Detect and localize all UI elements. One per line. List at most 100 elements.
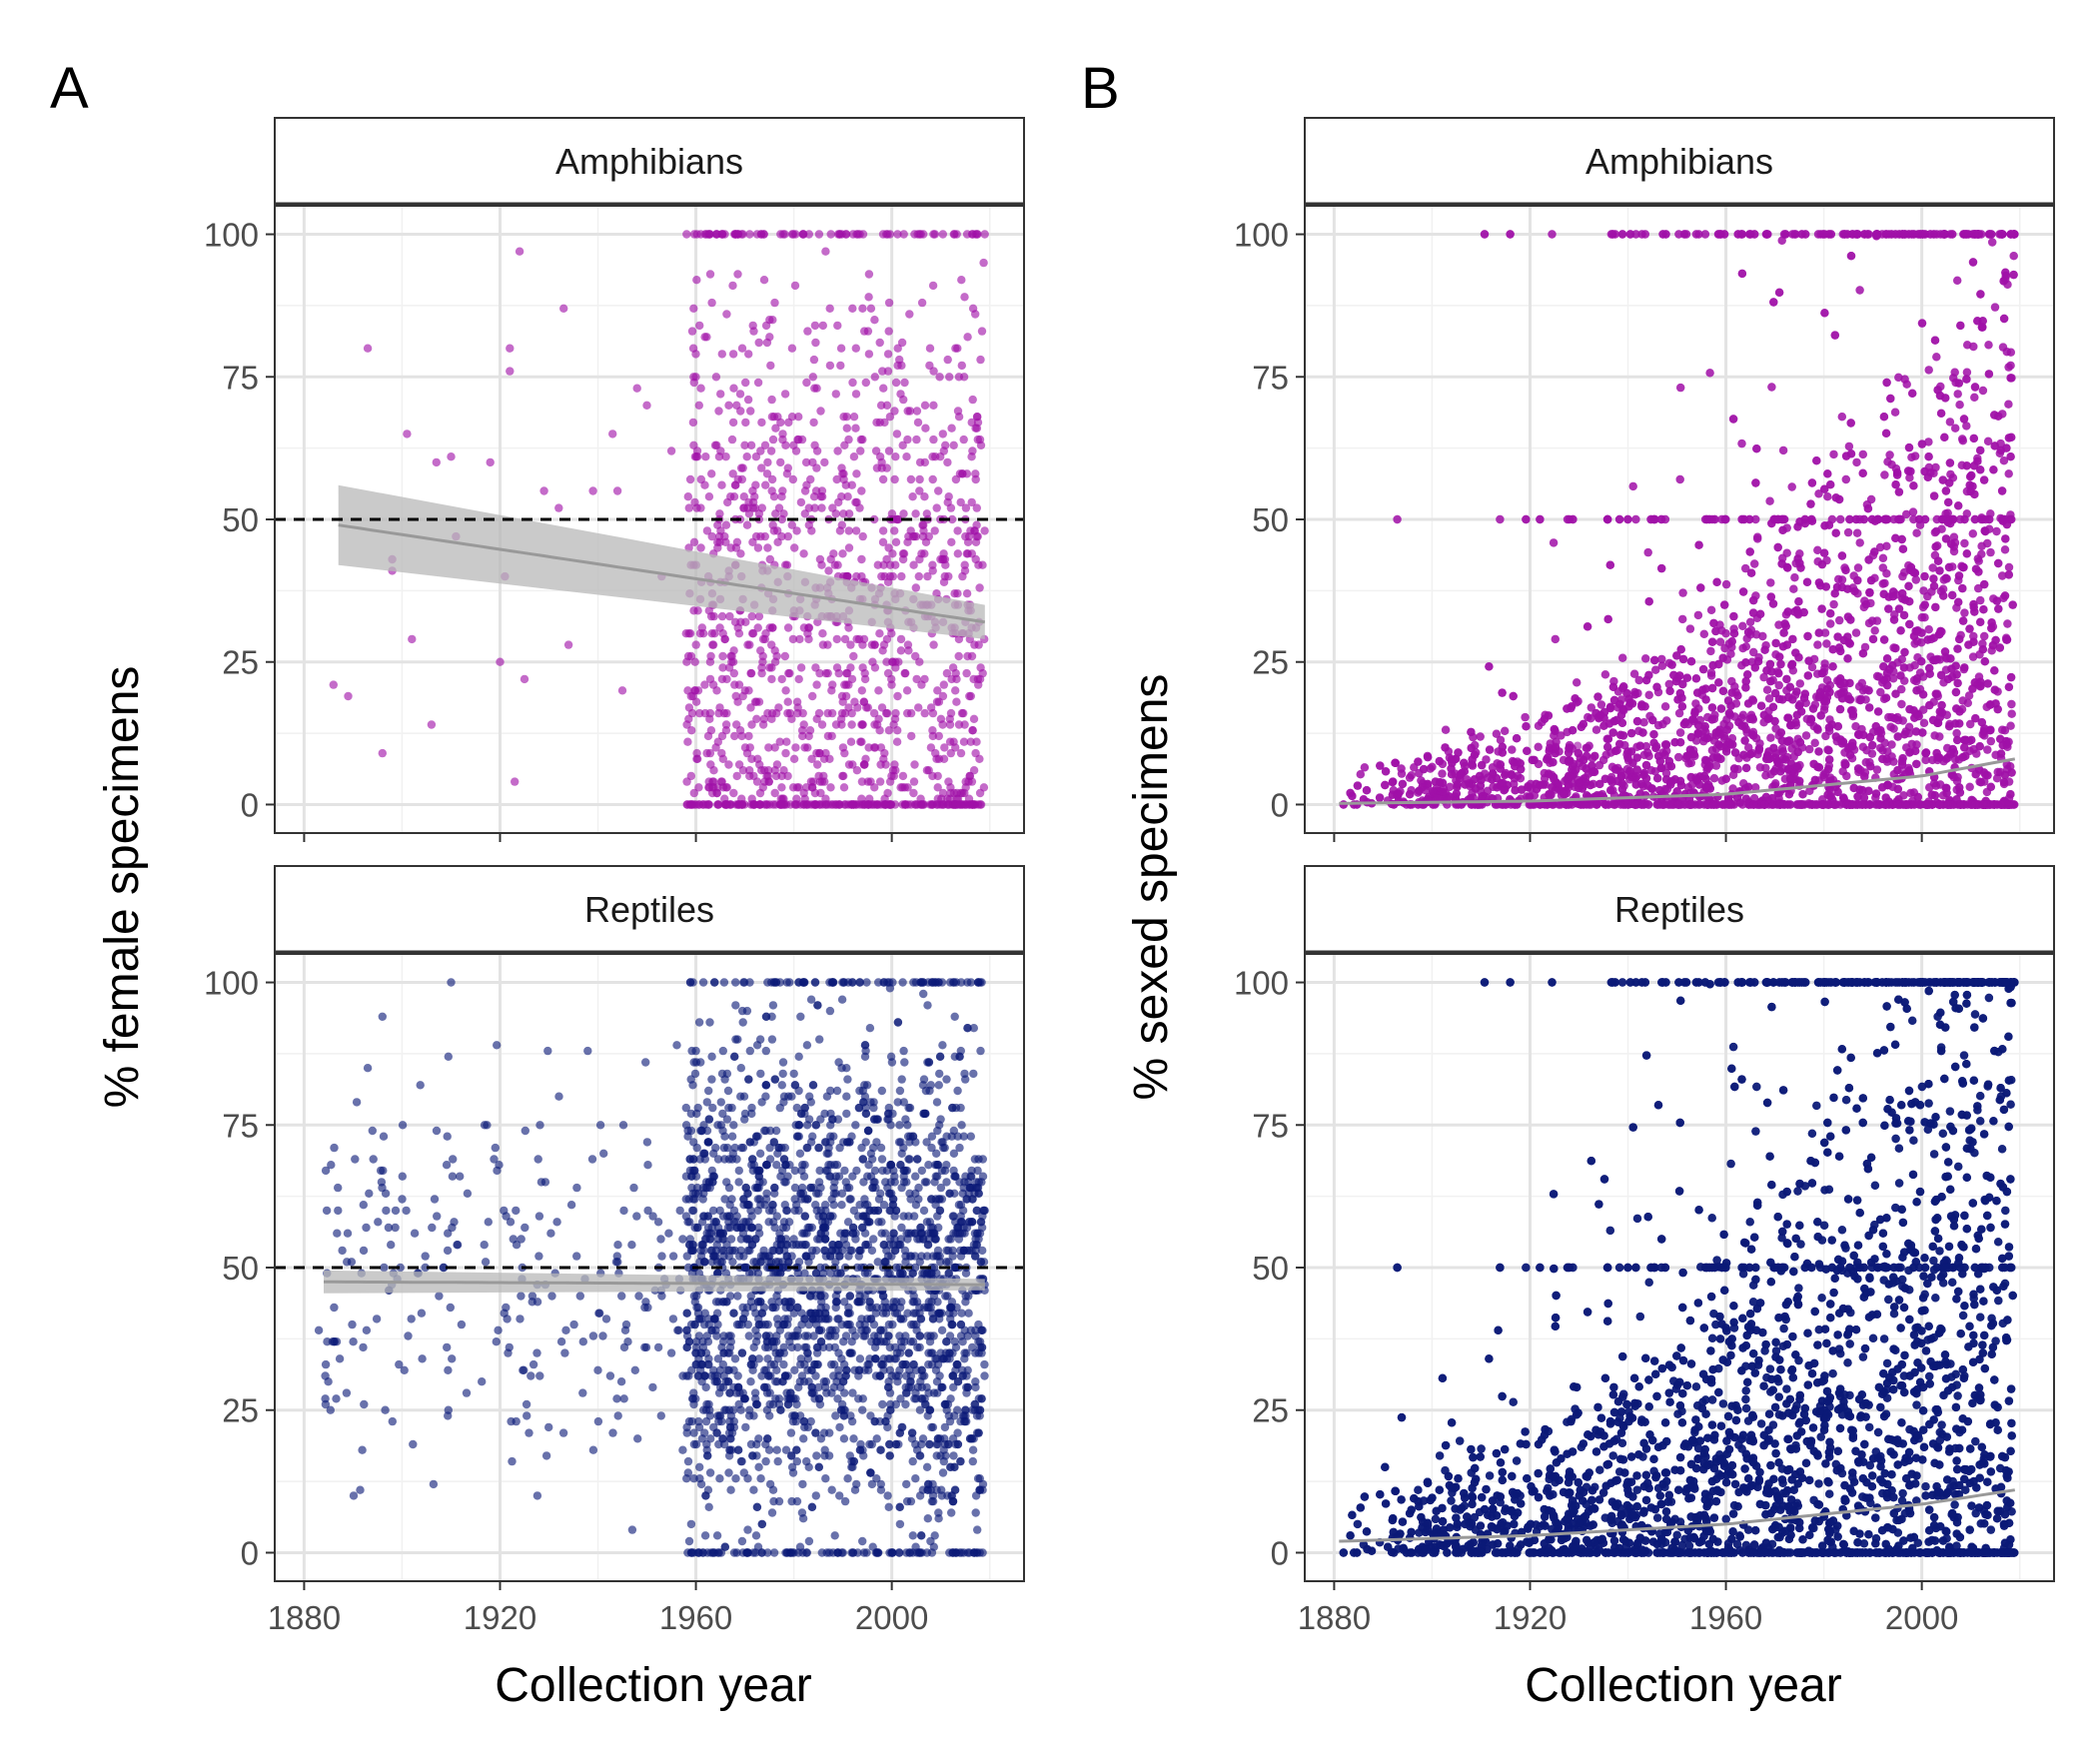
- data-point: [321, 1359, 331, 1369]
- data-point: [578, 1388, 587, 1397]
- data-point: [968, 395, 977, 405]
- data-point: [778, 430, 787, 439]
- data-point: [949, 1149, 959, 1159]
- data-point: [910, 760, 919, 769]
- data-point: [774, 1348, 784, 1357]
- data-point: [895, 1428, 904, 1437]
- data-point: [954, 1201, 964, 1210]
- data-point: [642, 401, 651, 410]
- data-point: [744, 350, 753, 359]
- data-point: [891, 1439, 901, 1449]
- data-point: [463, 1189, 473, 1199]
- data-point: [878, 1399, 887, 1409]
- data-point: [846, 640, 855, 649]
- data-point: [723, 1086, 733, 1096]
- data-point: [749, 1342, 758, 1352]
- data-point: [774, 1298, 783, 1307]
- data-point: [845, 1320, 854, 1329]
- data-point: [924, 1161, 933, 1170]
- data-point: [872, 1474, 881, 1483]
- data-point: [728, 1246, 737, 1256]
- data-point: [890, 407, 899, 416]
- data-point: [814, 1394, 824, 1403]
- data-point: [900, 783, 909, 792]
- data-point: [733, 270, 742, 279]
- data-point: [718, 651, 727, 661]
- data-point: [682, 1252, 691, 1261]
- data-point: [786, 1428, 796, 1437]
- data-point: [790, 1365, 799, 1375]
- data-point: [837, 1201, 846, 1210]
- data-point: [725, 611, 734, 621]
- data-point: [934, 1081, 943, 1090]
- data-point: [740, 800, 749, 809]
- data-point: [899, 549, 909, 558]
- data-point: [493, 1041, 502, 1050]
- data-point: [962, 1382, 971, 1392]
- data-point: [962, 1348, 971, 1357]
- data-point: [798, 1229, 807, 1238]
- data-point: [643, 1303, 652, 1313]
- data-point: [398, 1195, 407, 1204]
- data-point: [430, 1195, 440, 1204]
- data-point: [708, 640, 718, 649]
- data-point: [844, 526, 853, 535]
- data-point: [908, 531, 917, 541]
- data-point: [958, 571, 967, 581]
- data-point: [909, 1359, 918, 1369]
- data-point: [384, 1223, 394, 1233]
- data-point: [756, 1201, 765, 1210]
- data-point: [447, 978, 456, 987]
- data-point: [860, 668, 869, 678]
- data-point: [884, 1502, 893, 1512]
- data-point: [694, 401, 703, 410]
- data-point: [435, 1292, 444, 1301]
- data-point: [334, 1206, 343, 1216]
- data-point: [911, 583, 920, 592]
- data-point: [732, 771, 741, 781]
- data-point: [532, 1491, 542, 1500]
- data-point: [844, 435, 853, 444]
- data-point: [858, 1405, 867, 1414]
- data-point: [675, 1206, 684, 1216]
- data-point: [691, 640, 700, 649]
- data-point: [722, 783, 731, 792]
- data-point: [852, 469, 861, 478]
- data-point: [712, 1377, 721, 1386]
- data-point: [752, 1132, 761, 1141]
- data-point: [939, 754, 949, 763]
- data-point: [797, 1508, 807, 1517]
- data-point: [869, 1235, 878, 1244]
- data-point: [945, 373, 954, 382]
- data-point: [374, 1218, 383, 1227]
- data-point: [747, 611, 756, 621]
- data-point: [915, 1405, 925, 1414]
- data-point: [692, 1143, 701, 1153]
- data-point: [851, 390, 861, 399]
- data-point: [684, 1337, 694, 1346]
- y-tick-label: 75: [222, 359, 259, 396]
- data-point: [773, 1456, 782, 1466]
- data-point: [752, 1439, 761, 1449]
- data-point: [837, 1189, 847, 1199]
- data-point: [902, 1388, 911, 1397]
- data-point: [878, 1166, 887, 1176]
- data-point: [858, 640, 867, 649]
- data-point: [866, 1315, 876, 1323]
- data-point: [699, 1258, 709, 1267]
- data-point: [756, 1258, 766, 1267]
- data-point: [508, 1456, 517, 1466]
- data-point: [753, 378, 763, 388]
- data-point: [878, 1359, 888, 1369]
- data-point: [593, 1365, 602, 1375]
- data-point: [848, 1388, 857, 1397]
- data-point: [794, 1258, 804, 1267]
- data-point: [965, 1218, 974, 1227]
- data-point: [895, 1519, 905, 1529]
- data-point: [948, 1320, 957, 1329]
- data-point: [554, 1092, 563, 1101]
- data-point: [913, 800, 922, 809]
- data-point: [552, 1218, 561, 1227]
- data-point: [928, 1422, 938, 1432]
